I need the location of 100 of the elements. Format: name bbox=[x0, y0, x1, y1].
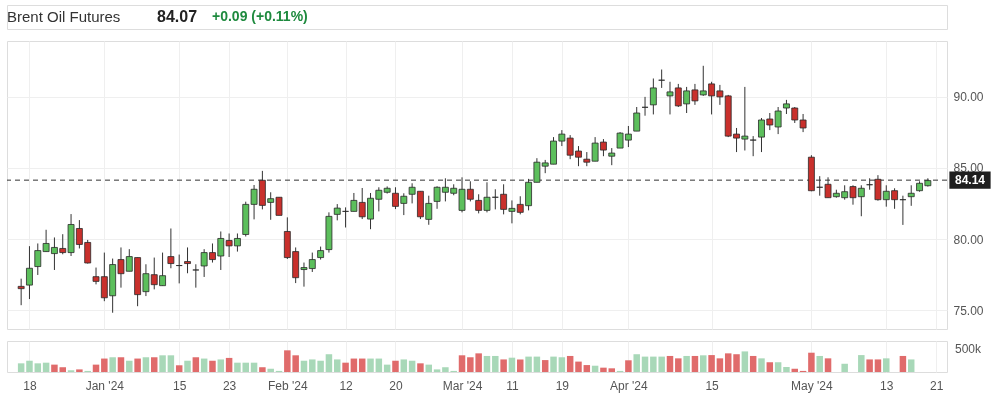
bar bbox=[783, 367, 790, 372]
bar bbox=[525, 356, 532, 372]
text: 84.07 bbox=[157, 8, 198, 25]
bar bbox=[866, 359, 873, 372]
bar bbox=[159, 355, 166, 372]
bar bbox=[375, 358, 383, 372]
x-tick-label: Feb '24 bbox=[268, 378, 308, 393]
bar bbox=[608, 368, 616, 372]
bar bbox=[259, 367, 266, 372]
bar bbox=[358, 358, 366, 372]
x-tick-label: Apr '24 bbox=[610, 378, 649, 393]
bar bbox=[109, 357, 116, 372]
bar bbox=[841, 363, 848, 372]
bar bbox=[666, 355, 674, 372]
bar bbox=[816, 355, 823, 372]
x-tick-label: 11 bbox=[506, 378, 519, 393]
candlestick bbox=[192, 263, 200, 289]
bar bbox=[517, 359, 524, 372]
bar bbox=[774, 362, 782, 372]
bar bbox=[167, 355, 175, 372]
bar bbox=[492, 355, 499, 372]
bar bbox=[500, 359, 507, 372]
bar bbox=[417, 363, 424, 372]
bar bbox=[367, 358, 374, 372]
y-tick-label: 75.00 bbox=[953, 303, 984, 318]
bar bbox=[134, 358, 141, 372]
candlestick bbox=[184, 246, 191, 274]
bar bbox=[200, 358, 208, 372]
bar bbox=[716, 358, 724, 372]
chart-title: Brent Oil Futures bbox=[7, 8, 121, 25]
x-tick-label: 19 bbox=[555, 378, 570, 393]
bar bbox=[683, 355, 690, 372]
x-tick-label: 23 bbox=[222, 378, 237, 393]
bar bbox=[558, 357, 566, 372]
x-tick-label: May '24 bbox=[791, 378, 834, 393]
x-tick-label: Jan '24 bbox=[85, 378, 125, 393]
candlestick bbox=[649, 78, 657, 115]
bar bbox=[175, 365, 183, 372]
x-tick-label: 20 bbox=[389, 378, 403, 393]
bar bbox=[633, 354, 640, 372]
candlestick bbox=[633, 106, 641, 132]
bar bbox=[691, 355, 699, 372]
bar bbox=[575, 361, 582, 372]
candlestick bbox=[167, 227, 175, 269]
text: +0.09 (+0.11%) bbox=[212, 8, 308, 24]
bar bbox=[101, 358, 108, 372]
x-tick-label: 13 bbox=[880, 378, 894, 393]
bar bbox=[566, 355, 574, 372]
bar bbox=[824, 358, 832, 372]
bar bbox=[724, 353, 732, 372]
bar bbox=[325, 354, 333, 372]
x-tick-label: Mar '24 bbox=[442, 378, 483, 393]
bar bbox=[76, 369, 83, 372]
bar bbox=[708, 355, 715, 372]
bar bbox=[749, 355, 757, 372]
bar bbox=[400, 359, 408, 372]
bar bbox=[126, 360, 133, 372]
bar bbox=[300, 360, 308, 372]
bar bbox=[392, 360, 399, 372]
bar bbox=[533, 356, 541, 372]
bar bbox=[192, 357, 200, 372]
bar bbox=[508, 357, 516, 372]
bar bbox=[625, 360, 632, 372]
ref-line-label: 84.14 bbox=[954, 173, 986, 188]
bar bbox=[267, 368, 274, 372]
bar bbox=[733, 354, 740, 372]
bar bbox=[350, 358, 358, 372]
x-tick-label: 18 bbox=[23, 378, 37, 393]
candlestick bbox=[26, 245, 33, 300]
bar bbox=[808, 352, 815, 372]
bar bbox=[209, 360, 216, 372]
bar bbox=[766, 362, 774, 372]
bar bbox=[408, 360, 416, 372]
bar bbox=[583, 365, 591, 372]
candlestick bbox=[907, 184, 915, 207]
bar bbox=[741, 351, 749, 372]
x-tick-label: 15 bbox=[705, 378, 720, 393]
x-tick-label: 12 bbox=[339, 378, 354, 393]
bar bbox=[675, 358, 682, 372]
bar bbox=[225, 357, 233, 372]
bar bbox=[34, 363, 42, 372]
bar bbox=[17, 363, 25, 372]
bar bbox=[117, 357, 125, 372]
bar bbox=[433, 369, 441, 372]
candlestick bbox=[17, 278, 25, 306]
bar bbox=[899, 355, 907, 372]
bar bbox=[541, 360, 549, 372]
bar bbox=[700, 355, 707, 372]
y-tick-label: 90.00 bbox=[953, 90, 984, 105]
bar bbox=[907, 359, 915, 372]
bar bbox=[342, 362, 349, 372]
bar bbox=[458, 355, 466, 372]
text: 500k bbox=[955, 342, 983, 356]
x-tick-label: 21 bbox=[930, 378, 944, 393]
bar bbox=[151, 357, 158, 372]
bar bbox=[641, 356, 649, 372]
bar bbox=[550, 356, 557, 372]
bar bbox=[184, 360, 191, 372]
y-tick-label: 80.00 bbox=[953, 232, 984, 247]
bar bbox=[26, 360, 33, 372]
